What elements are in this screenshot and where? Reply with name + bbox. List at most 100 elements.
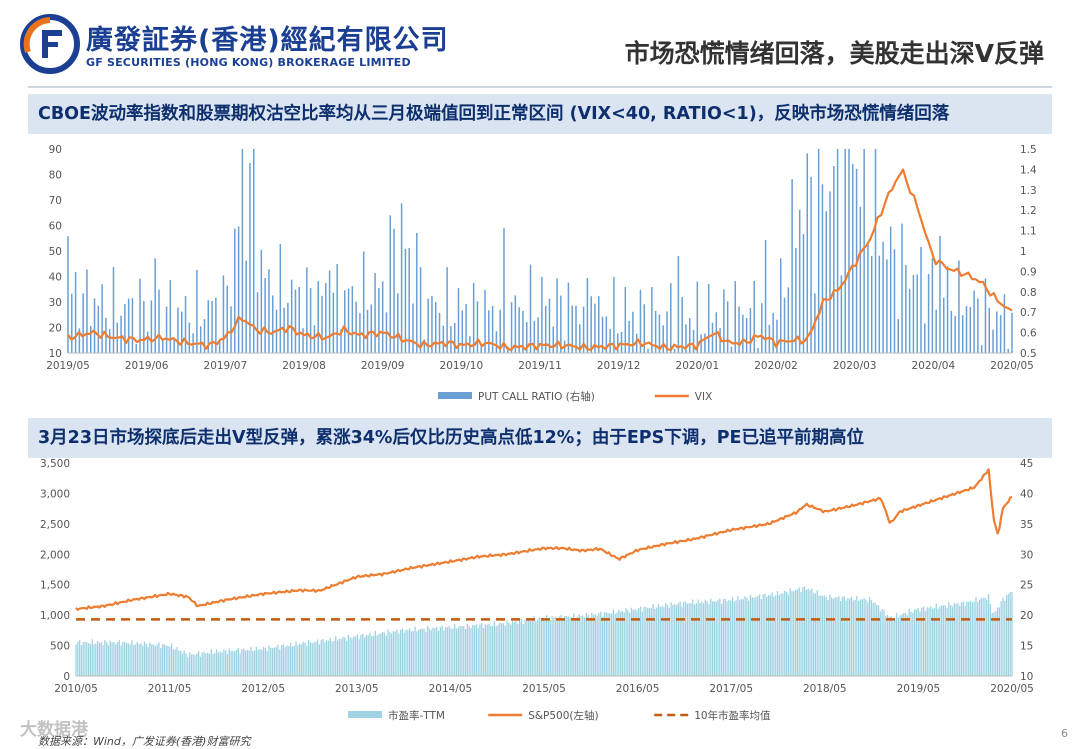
bar [944, 605, 946, 676]
chart1-title-banner: CBOE波动率指数和股票期权沽空比率均从三月极端值回到正常区间 (VIX<40,… [28, 94, 1052, 134]
bar [666, 605, 669, 676]
x-tick-label: 2019/07 [204, 360, 248, 372]
bar [393, 228, 395, 353]
bar [497, 624, 499, 676]
bar [510, 302, 513, 353]
bar [684, 601, 687, 676]
bar [620, 331, 623, 353]
bar [601, 616, 604, 676]
bar [757, 596, 759, 676]
bar [745, 318, 748, 353]
bar [658, 314, 661, 353]
bar [879, 611, 881, 676]
bar [380, 633, 382, 676]
bar [601, 316, 604, 353]
bar [798, 209, 801, 353]
bar [954, 316, 956, 353]
bar [753, 597, 755, 676]
bar [291, 646, 294, 676]
bar [802, 587, 804, 676]
bar [211, 300, 213, 353]
y-left-tick-label: 1,000 [40, 610, 70, 622]
bar [156, 644, 158, 676]
bar [522, 623, 524, 676]
bar [436, 626, 438, 676]
bar [585, 612, 588, 676]
bar [836, 597, 838, 676]
bar [764, 594, 766, 676]
bar [234, 228, 236, 353]
bar [613, 276, 615, 353]
x-tick-label: 2015/05 [522, 683, 566, 695]
bar [230, 306, 232, 353]
bar [470, 628, 472, 676]
bar [252, 651, 254, 676]
bar [135, 344, 137, 353]
y-left-tick-label: 20 [49, 323, 62, 335]
bar [560, 614, 562, 676]
bar [776, 319, 778, 353]
bar [674, 604, 676, 676]
bar [184, 296, 187, 353]
bar [439, 627, 441, 676]
y-left-tick-label: 30 [49, 297, 62, 309]
bar [150, 300, 153, 353]
bar [848, 149, 850, 353]
bar [717, 600, 719, 676]
bar [738, 306, 740, 353]
bar [533, 616, 535, 676]
bar [309, 642, 312, 676]
bar [366, 309, 369, 353]
bar [502, 623, 505, 676]
bar [955, 604, 957, 676]
bar [327, 640, 330, 676]
bar [1003, 294, 1006, 353]
bar [708, 604, 710, 676]
bar [901, 613, 903, 676]
bar [243, 648, 245, 676]
bar [937, 608, 939, 676]
bar [641, 611, 643, 676]
bar [371, 636, 373, 676]
legend-bar-swatch [348, 711, 382, 718]
y-left-tick-label: 2,500 [40, 519, 70, 531]
bar [131, 298, 134, 353]
bar [812, 593, 815, 676]
bar [870, 256, 873, 353]
bar [91, 639, 93, 676]
y-left-tick-label: 3,500 [40, 458, 70, 470]
bar [567, 282, 570, 353]
y-left-tick-label: 1,500 [40, 580, 70, 592]
bar [843, 596, 845, 676]
bar [537, 619, 539, 676]
bar [650, 608, 652, 676]
bar [192, 654, 194, 676]
bar [552, 326, 555, 353]
bar [850, 596, 853, 676]
bar [239, 653, 241, 676]
company-name-en: GF SECURITIES (HONG KONG) BROKERAGE LIMI… [86, 56, 411, 69]
bar [82, 293, 84, 353]
bar [744, 596, 746, 676]
bar [280, 645, 283, 676]
bar [329, 637, 331, 676]
bar [769, 595, 771, 676]
bar [317, 281, 319, 353]
bar [1000, 601, 1002, 676]
bar [389, 632, 391, 676]
bar [104, 640, 106, 676]
bar [136, 641, 138, 676]
bar [859, 599, 862, 676]
sp500-pe-chart: 0 500 1,000 1,500 2,000 2,500 3,000 3,500 10 15 20… [40, 458, 1034, 722]
bar [610, 613, 613, 676]
bar [425, 631, 427, 676]
bar [416, 232, 418, 353]
bar [142, 645, 144, 676]
bar [946, 607, 948, 676]
bar [225, 650, 227, 676]
bar [509, 624, 512, 676]
bar [89, 643, 92, 676]
bar [506, 620, 508, 676]
bar [629, 612, 631, 676]
bar [228, 648, 230, 676]
